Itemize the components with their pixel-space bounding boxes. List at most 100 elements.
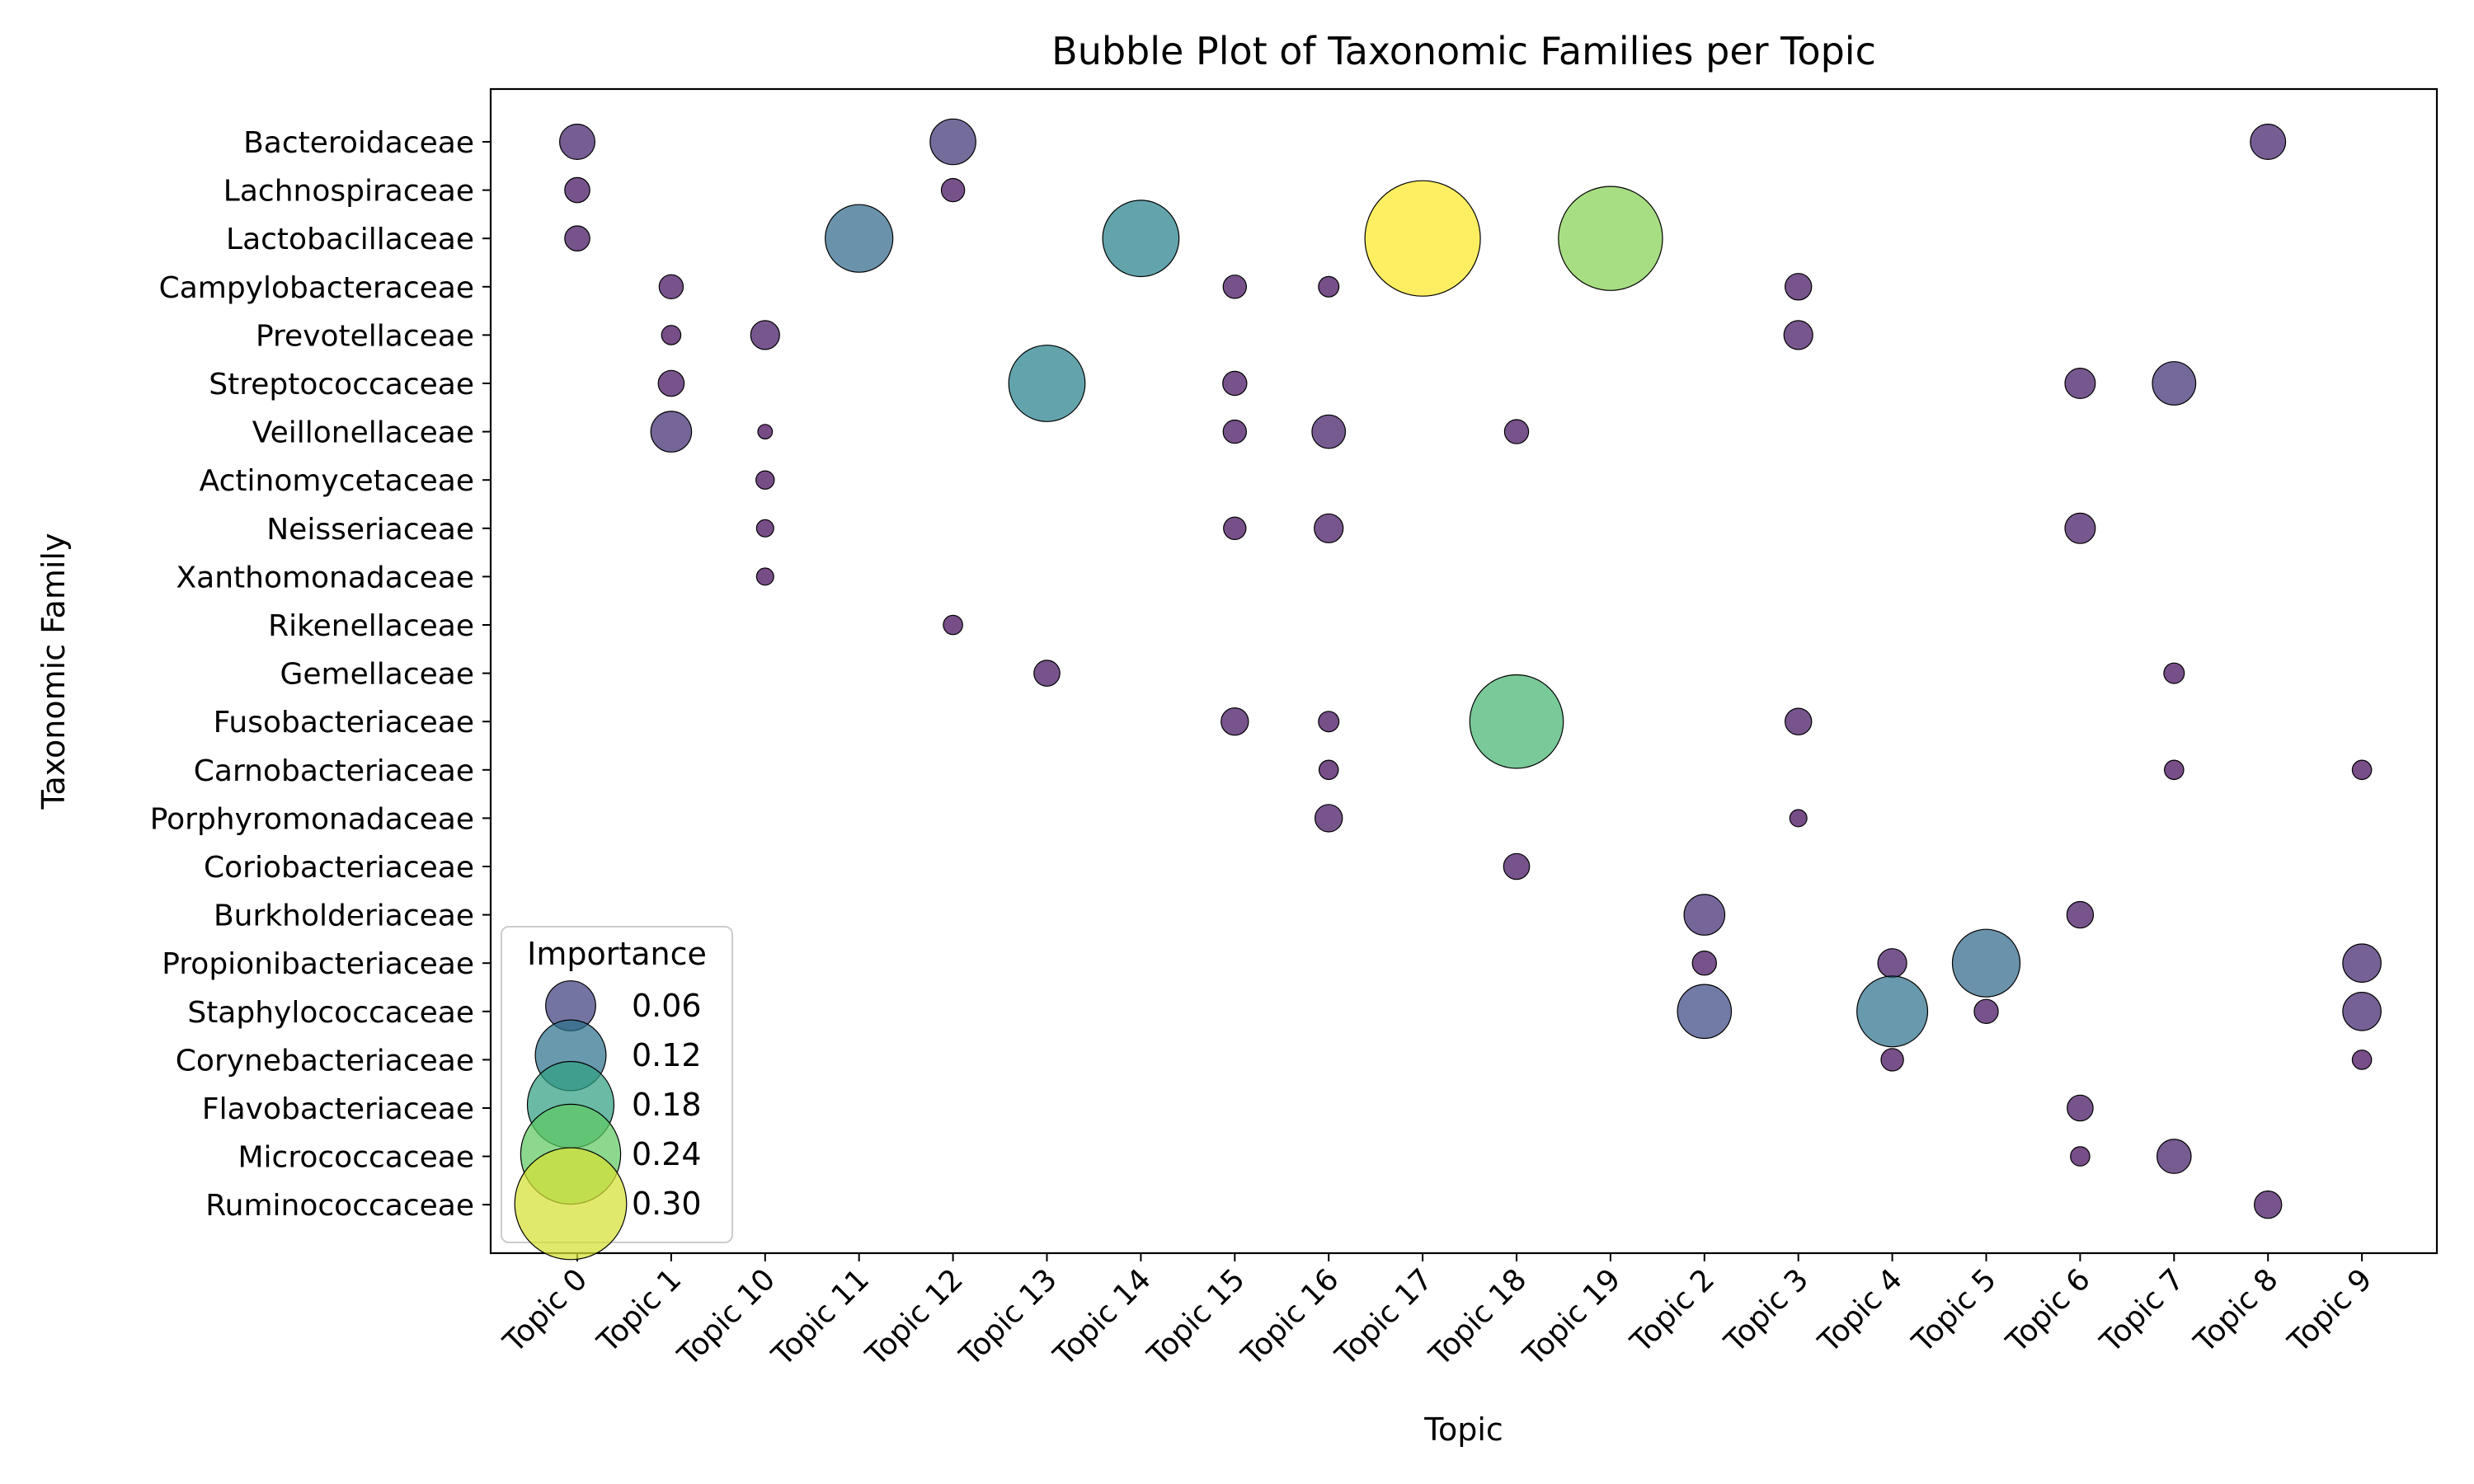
bubble-point [2157, 1139, 2192, 1174]
bubble-point [1503, 852, 1531, 881]
bubble-point [1558, 186, 1663, 291]
legend-label: 0.06 [632, 988, 702, 1024]
y-tick-label: Bacteroidaceae [243, 126, 474, 160]
bubble-point [1314, 804, 1343, 833]
bubble-point [1783, 320, 1813, 350]
y-axis-label: Taxonomic Family [35, 533, 72, 810]
bubble-point [1877, 948, 1907, 979]
bubble-point [661, 325, 682, 345]
bubble-point [1784, 707, 1813, 735]
y-tick-label: Gemellaceae [280, 658, 474, 692]
bubble-point [1691, 950, 1717, 976]
y-tick-label: Micrococcaceae [238, 1141, 474, 1175]
y-tick-label: Xanthomonadaceae [176, 561, 474, 594]
y-tick-label: Prevotellaceae [256, 319, 474, 353]
y-tick-label: Neisseriaceae [266, 513, 474, 547]
bubble-point [1221, 707, 1249, 736]
bubble-point [2163, 662, 2185, 684]
bubble-point [1008, 345, 1086, 422]
y-tick-label: Lactobacillaceae [226, 223, 474, 256]
bubble-point [1951, 928, 2021, 998]
bubble-point [929, 118, 976, 166]
bubble-point [1856, 975, 1929, 1048]
y-tick-label: Veillonellaceae [252, 416, 474, 450]
bubble-point [943, 614, 963, 636]
bubble-point [558, 124, 595, 161]
bubble-point [2070, 1146, 2091, 1167]
y-tick-label: Coriobacteriaceae [204, 851, 474, 885]
y-tick-label: Corynebacteriaceae [176, 1044, 474, 1078]
bubble-point [1973, 998, 1999, 1025]
bubble-point [564, 225, 590, 251]
bubble-point [2351, 1050, 2373, 1070]
bubble-point [658, 274, 684, 299]
bubble-point [1222, 419, 1248, 444]
y-tick-label: Ruminococcaceae [205, 1189, 474, 1223]
bubble-point [1314, 513, 1344, 543]
bubble-point [650, 411, 693, 453]
x-axis-label: Topic [1423, 1411, 1503, 1448]
bubble-point [1784, 273, 1813, 301]
bubble-point [2250, 124, 2287, 161]
bubble-point [657, 369, 685, 397]
y-tick-label: Actinomycetaceae [200, 464, 474, 498]
bubble-point [750, 320, 780, 350]
y-tick-label: Rikenellaceae [268, 609, 474, 643]
bubble-point [757, 424, 774, 439]
legend-label: 0.18 [632, 1087, 702, 1123]
bubble-point [1880, 1048, 1904, 1072]
bubble-point [1223, 516, 1247, 541]
bubble-point [2342, 943, 2382, 984]
bubble-point [2152, 361, 2197, 406]
bubble-point [755, 567, 774, 586]
legend-label: 0.24 [632, 1136, 702, 1172]
bubble-point [2064, 368, 2096, 400]
legend-label: 0.30 [632, 1186, 702, 1222]
legend-label: 0.12 [632, 1037, 702, 1073]
bubble-series [558, 118, 2382, 1219]
bubble-point [2064, 512, 2096, 544]
bubble-point [2067, 1094, 2094, 1122]
bubble-point [2164, 759, 2185, 781]
y-axis: Bacteroidaceae Lachnospiraceae Lactobacill… [150, 126, 491, 1223]
bubble-point [2351, 759, 2373, 781]
bubble-point [755, 519, 774, 538]
bubble-point [1677, 984, 1733, 1040]
bubble-point [1033, 660, 1061, 687]
chart-title: Bubble Plot of Taxonomic Families per To… [1051, 29, 1876, 73]
bubble-point [1364, 180, 1481, 297]
bubble-point [564, 176, 590, 204]
bubble-point [1222, 275, 1248, 299]
y-tick-label: Burkholderiaceae [214, 899, 474, 933]
y-tick-label: Staphylococcaceae [187, 996, 474, 1030]
bubble-point [1503, 419, 1530, 444]
bubble-point [825, 204, 894, 273]
bubble-point [2066, 900, 2095, 929]
bubble-point [1318, 759, 1339, 781]
bubble-point [755, 470, 775, 490]
bubble-point [2342, 992, 2382, 1031]
y-tick-label: Streptococcaceae [209, 368, 474, 402]
bubble-point [1469, 674, 1564, 769]
bubble-point [1789, 809, 1808, 828]
bubble-point [940, 177, 966, 203]
y-tick-label: Flavobacteriaceae [202, 1092, 474, 1126]
bubble-point [1683, 894, 1726, 936]
bubble-point [1318, 711, 1340, 733]
bubble-point [2253, 1190, 2283, 1219]
bubble-point [1311, 414, 1347, 449]
legend-marker [514, 1147, 628, 1261]
y-tick-label: Porphyromonadaceae [150, 802, 474, 836]
y-tick-label: Campylobacteraceae [159, 271, 474, 305]
bubble-point [1102, 200, 1180, 278]
legend-entries: 0.06 0.12 0.18 0.24 0.30 [514, 980, 702, 1261]
legend-title: Importance [527, 936, 707, 972]
bubble-point [1222, 370, 1248, 397]
y-tick-label: Lachnospiraceae [223, 175, 474, 209]
bubble-point [1318, 275, 1340, 298]
size-legend: Importance 0.06 0.12 0.18 0.24 0.30 [501, 926, 733, 1261]
y-tick-label: Fusobacteriaceae [214, 706, 474, 740]
